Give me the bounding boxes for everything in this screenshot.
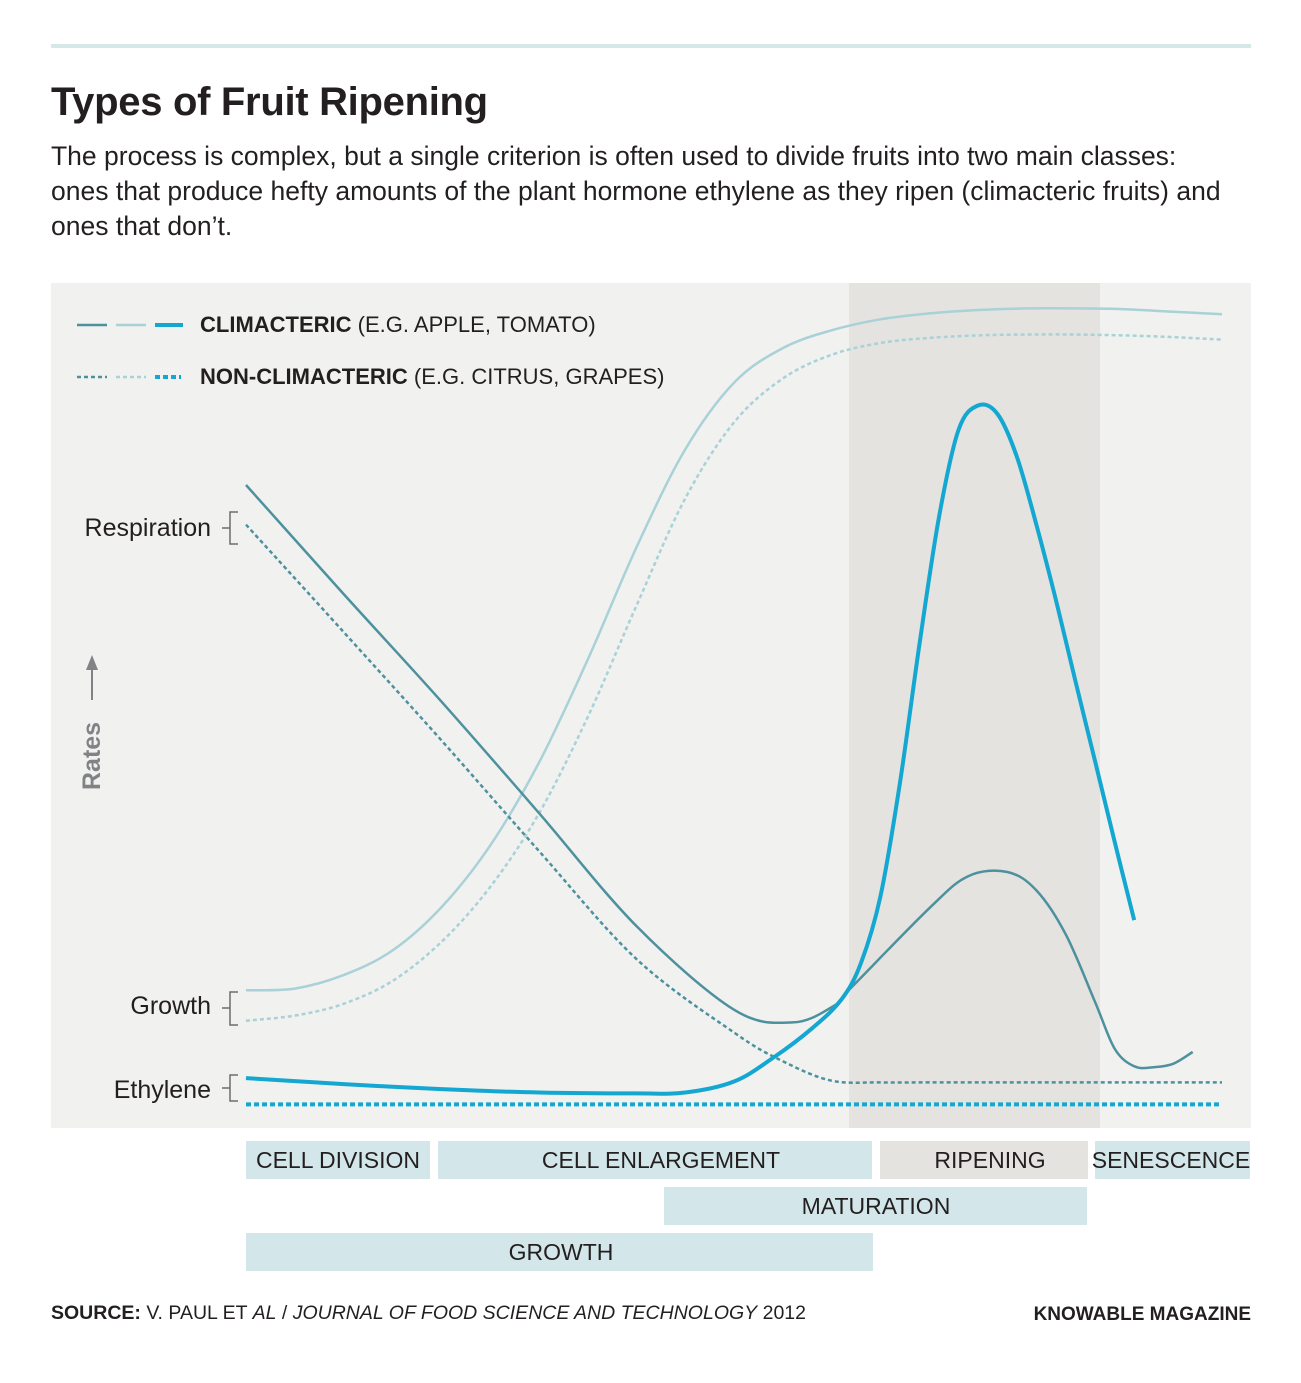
publisher-credit: KNOWABLE MAGAZINE (1033, 1304, 1251, 1325)
top-rule (51, 44, 1251, 48)
y-axis-arrowhead (86, 655, 98, 670)
ripening-band (849, 283, 1100, 1128)
row-label-growth: Growth (130, 992, 211, 1020)
stage-growth: GROWTH (246, 1233, 873, 1271)
series-growth-climacteric-line (245, 306, 1223, 992)
y-axis-title: Rates (78, 722, 106, 790)
row-label-ethylene: Ethylene (114, 1076, 211, 1104)
source-label: SOURCE: (51, 1302, 141, 1324)
stage-growth-label: GROWTH (509, 1239, 614, 1265)
source-authors: V. PAUL ET (146, 1302, 248, 1324)
page-title: Types of Fruit Ripening (51, 80, 488, 124)
source-etal: AL (252, 1302, 277, 1324)
page-subtitle: The process is complex, but a single cri… (51, 141, 1221, 241)
source-journal: JOURNAL OF FOOD SCIENCE AND TECHNOLOGY (292, 1302, 758, 1324)
series-respiration-non-climacteric-line (245, 523, 1222, 1084)
stage-ripening: RIPENING (880, 1141, 1088, 1179)
series-ethylene-climacteric-line (245, 402, 1137, 1096)
stage-senescence-bar (1095, 1141, 1250, 1179)
stage-ripening-bar (880, 1141, 1088, 1179)
source-separator: / (281, 1302, 288, 1324)
source-year: 2012 (762, 1302, 806, 1324)
stage-ripening-label: RIPENING (934, 1147, 1045, 1173)
legend-climacteric-note: (E.G. APPLE, TOMATO) (358, 312, 596, 337)
legend-climacteric: CLIMACTERIC (E.G. APPLE, TOMATO) (200, 312, 596, 337)
series-growth-non-climacteric-line (245, 333, 1223, 1022)
stage-maturation-label: MATURATION (802, 1193, 951, 1219)
stage-cell-enlargement-bar (438, 1141, 872, 1179)
row-label-respiration: Respiration (85, 514, 211, 542)
stage-cell-division-label: CELL DIVISION (256, 1147, 420, 1173)
stage-cell-enlargement: CELL ENLARGEMENT (438, 1141, 872, 1179)
stage-maturation-bar (664, 1187, 1087, 1225)
legend-climacteric-name: CLIMACTERIC (200, 312, 352, 337)
legend-non-climacteric: NON-CLIMACTERIC (E.G. CITRUS, GRAPES) (200, 364, 664, 389)
legend-non-climacteric-name: NON-CLIMACTERIC (200, 364, 408, 389)
legend: CLIMACTERIC (E.G. APPLE, TOMATO) NON-CLI… (77, 312, 664, 389)
stage-cell-enlargement-label: CELL ENLARGEMENT (542, 1147, 780, 1173)
growth-bracket (222, 991, 238, 1026)
stage-senescence-label: SENESCENCE (1092, 1147, 1250, 1173)
y-axis-label: Rates (78, 655, 106, 790)
stage-cell-division-bar (246, 1141, 430, 1179)
series-respiration-climacteric-line (245, 484, 1194, 1070)
stage-cell-division: CELL DIVISION (246, 1141, 430, 1179)
source-credit: SOURCE: V. PAUL ET AL / JOURNAL OF FOOD … (51, 1302, 806, 1325)
respiration-bracket (222, 511, 238, 545)
stage-senescence: SENESCENCE (1092, 1141, 1250, 1179)
stage-maturation: MATURATION (664, 1187, 1087, 1225)
stage-bars: CELL DIVISION CELL ENLARGEMENT RIPENING … (246, 1141, 1250, 1271)
ethylene-bracket (222, 1074, 238, 1102)
series-layer (245, 306, 1223, 1107)
stage-growth-bar (246, 1233, 873, 1271)
legend-non-climacteric-note: (E.G. CITRUS, GRAPES) (414, 364, 665, 389)
